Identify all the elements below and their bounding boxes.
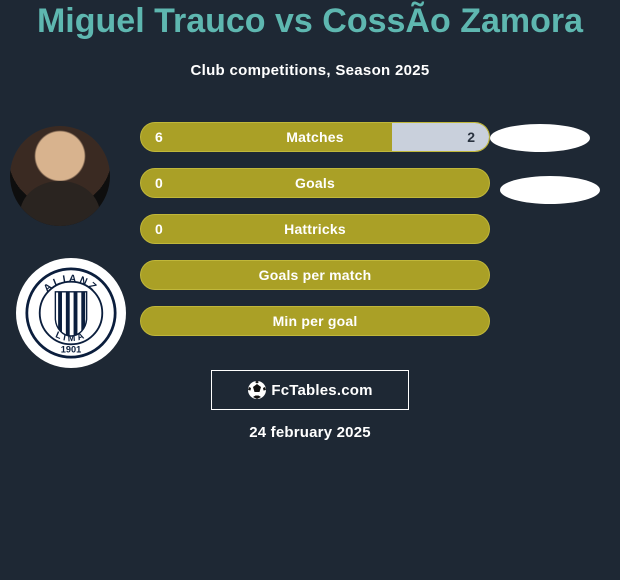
player-right-avatar-placeholder — [490, 124, 590, 152]
stat-bars: Matches 6 2 Goals 0 Hattricks 0 Goals per match… — [140, 122, 490, 352]
stat-bar-row: Min per goal — [140, 306, 490, 336]
fctables-logo-text: FcTables.com — [271, 382, 372, 399]
page-title: Miguel Trauco vs CossÃo Zamora — [0, 2, 620, 41]
date-text: 24 february 2025 — [0, 424, 620, 441]
stat-bar-label: Goals — [295, 175, 335, 191]
stat-bar-label: Hattricks — [284, 221, 346, 237]
stat-bar-label: Matches — [286, 129, 343, 145]
badge-year: 1901 — [61, 345, 81, 355]
stat-bar-left-value: 6 — [155, 129, 163, 145]
stat-bar-left-value: 0 — [155, 175, 163, 191]
stat-bar-row: Matches 6 2 — [140, 122, 490, 152]
page-subtitle: Club competitions, Season 2025 — [0, 62, 620, 79]
player-left-avatar — [10, 126, 110, 226]
club-badge-svg: ALIANZ LIMA 1901 — [25, 267, 117, 359]
soccer-ball-icon — [247, 380, 267, 400]
comparison-card: Miguel Trauco vs CossÃo Zamora Club comp… — [0, 0, 620, 580]
player-right-avatar-placeholder — [500, 176, 600, 204]
stat-bar-right-value: 2 — [467, 129, 475, 145]
stat-bar-label: Goals per match — [259, 267, 372, 283]
club-badge-alianza-lima: ALIANZ LIMA 1901 — [16, 258, 126, 368]
stat-bar-label: Min per goal — [273, 313, 358, 329]
stat-bar-row: Goals per match — [140, 260, 490, 290]
stat-bar-row: Goals 0 — [140, 168, 490, 198]
stat-bar-left-value: 0 — [155, 221, 163, 237]
stat-bar-row: Hattricks 0 — [140, 214, 490, 244]
fctables-logo-box: FcTables.com — [211, 370, 409, 410]
